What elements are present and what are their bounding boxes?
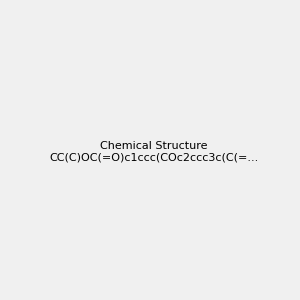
Text: Chemical Structure
CC(C)OC(=O)c1ccc(COc2ccc3c(C(=...: Chemical Structure CC(C)OC(=O)c1ccc(COc2…: [49, 141, 258, 162]
